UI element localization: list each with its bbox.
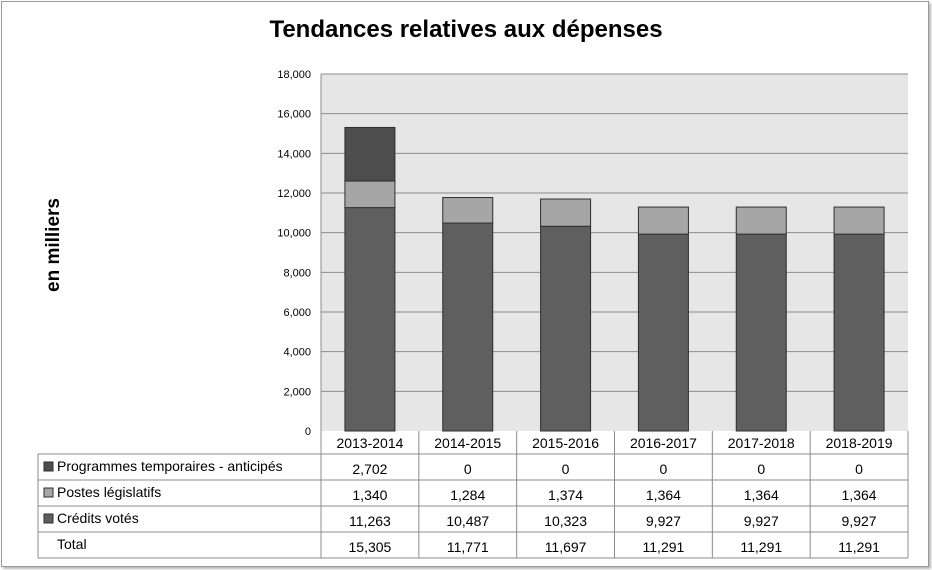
table-cell: 0 xyxy=(855,461,863,477)
table-cell: 1,340 xyxy=(352,487,387,503)
x-tick-label: 2017-2018 xyxy=(728,435,795,451)
chart-title: Tendances relatives aux dépenses xyxy=(269,16,663,43)
table-cell: 0 xyxy=(562,461,570,477)
y-tick-label: 6,000 xyxy=(283,307,311,319)
bar-segment xyxy=(442,222,494,432)
table-cell: 9,927 xyxy=(842,513,877,529)
bar-segment xyxy=(344,126,396,182)
bars xyxy=(344,126,885,432)
y-tick-label: 2,000 xyxy=(283,386,311,398)
legend-label: Postes législatifs xyxy=(57,484,161,500)
plot-area xyxy=(321,74,908,431)
table-cell: 0 xyxy=(660,461,668,477)
bar-segment xyxy=(833,206,885,235)
y-tick-labels: 0 2,000 4,000 6,000 8,000 10,000 12,000 14,000 1… xyxy=(277,69,311,438)
bar-segment xyxy=(344,180,396,209)
total-cell: 11,291 xyxy=(643,539,685,555)
total-cell: 11,697 xyxy=(545,539,587,555)
bar-segment xyxy=(442,197,494,224)
x-tick-label: 2016-2017 xyxy=(630,435,697,451)
table-cell: 9,927 xyxy=(646,513,681,529)
y-tick-label: 0 xyxy=(305,426,311,438)
y-tick-label: 8,000 xyxy=(283,267,311,279)
bar-segment xyxy=(637,206,689,235)
y-tick-label: 12,000 xyxy=(277,188,311,200)
x-tick-label: 2018-2019 xyxy=(826,435,893,451)
table-cell: 1,364 xyxy=(744,487,779,503)
legend-swatch xyxy=(43,513,54,524)
bar-segment xyxy=(540,225,592,432)
x-tick-label: 2015-2016 xyxy=(532,435,599,451)
legend-swatch xyxy=(43,461,54,472)
table-cell: 10,487 xyxy=(446,513,489,529)
x-tick-label: 2013-2014 xyxy=(336,435,403,451)
total-label: Total xyxy=(57,536,87,552)
legend-swatch xyxy=(43,487,54,498)
table-cell: 1,364 xyxy=(842,487,877,503)
total-cell: 11,291 xyxy=(838,539,880,555)
table-cell: 9,927 xyxy=(744,513,779,529)
total-cell: 11,291 xyxy=(740,539,782,555)
bar-segment xyxy=(735,206,787,235)
legend-label: Crédits votés xyxy=(57,510,139,526)
bar-segment xyxy=(833,233,885,432)
bar-segment xyxy=(540,198,592,227)
total-cell: 15,305 xyxy=(349,539,392,555)
y-tick-label: 10,000 xyxy=(277,228,311,240)
bar-segment xyxy=(637,233,689,432)
table-cell: 1,364 xyxy=(646,487,681,503)
table-cell: 1,284 xyxy=(450,487,485,503)
table-cell: 11,263 xyxy=(349,513,391,529)
y-tick-label: 18,000 xyxy=(277,69,311,81)
bar-segment xyxy=(735,233,787,432)
x-tick-label: 2014-2015 xyxy=(434,435,501,451)
gridlines xyxy=(320,73,908,431)
y-tick-label: 14,000 xyxy=(277,148,311,160)
table-cell: 0 xyxy=(757,461,765,477)
legend-label: Programmes temporaires - anticipés xyxy=(57,458,283,474)
table-cell: 10,323 xyxy=(544,513,587,529)
data-table: 2013-2014 2014-2015 2015-2016 2016-2017 2017… xyxy=(37,431,909,559)
y-tick-label: 4,000 xyxy=(283,347,311,359)
table-cell: 1,374 xyxy=(548,487,583,503)
y-tick-label: 16,000 xyxy=(277,109,311,121)
table-cell: 2,702 xyxy=(352,461,387,477)
total-cell: 11,771 xyxy=(447,539,489,555)
bar-segment xyxy=(344,207,396,432)
table-cell: 0 xyxy=(464,461,472,477)
